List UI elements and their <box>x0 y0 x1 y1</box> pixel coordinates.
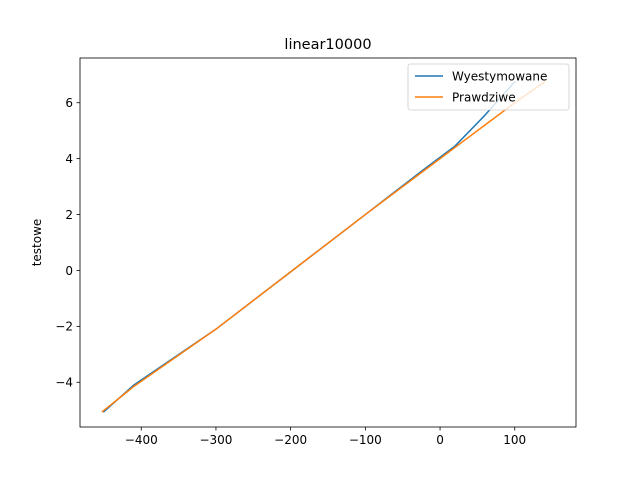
legend-label: Wyestymowane <box>452 69 547 83</box>
x-tick-label: −100 <box>349 433 382 447</box>
y-tick-label: −4 <box>55 376 73 390</box>
y-axis-label: testowe <box>30 219 44 267</box>
x-tick-label: −400 <box>125 433 158 447</box>
y-tick-label: −2 <box>55 320 73 334</box>
x-tick-label: −300 <box>199 433 232 447</box>
legend-box <box>407 63 570 111</box>
legend: Wyestymowane Prawdziwe <box>407 63 570 111</box>
chart-title: linear10000 <box>284 37 371 53</box>
x-tick-label: 0 <box>436 433 444 447</box>
axes-frame <box>79 57 577 428</box>
y-tick-label: 0 <box>65 264 73 278</box>
x-tick-label: −200 <box>274 433 307 447</box>
y-tick-label: 4 <box>65 152 73 166</box>
x-axis: −400 −300 −200 −100 0 100 <box>125 427 526 447</box>
y-axis: −4 −2 0 2 4 6 <box>55 96 80 390</box>
legend-label: Prawdziwe <box>452 90 516 104</box>
x-tick-label: 100 <box>503 433 526 447</box>
series-line-prawdziwe <box>101 80 546 413</box>
y-tick-label: 6 <box>65 96 73 110</box>
y-tick-label: 2 <box>65 208 73 222</box>
